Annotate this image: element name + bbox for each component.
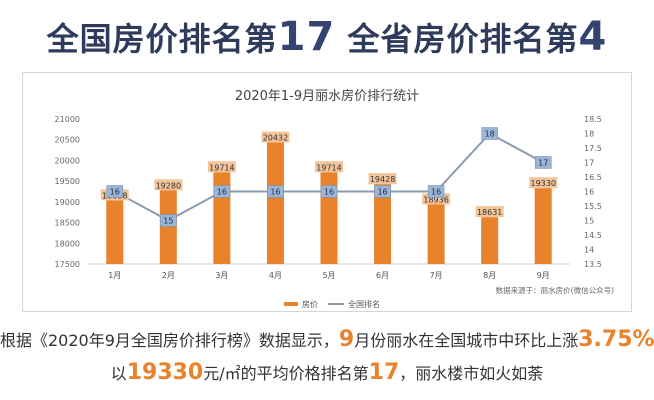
y2-tick-label: 15	[584, 217, 594, 226]
x-tick-label: 1月	[108, 271, 121, 280]
y2-tick-label: 17.5	[584, 144, 602, 153]
footer-month: 9	[338, 327, 355, 352]
y-tick-label: 18500	[55, 219, 80, 228]
x-tick-label: 6月	[376, 271, 389, 280]
price-ranking-chart: 2020年1-9月丽水房价排行统计 17500 18000 18500 19000 195…	[55, 88, 615, 309]
bar-8月	[481, 217, 499, 264]
y2-tick-label: 15.5	[584, 202, 602, 211]
bar-value-label: 19280	[156, 181, 181, 190]
bar-value-label: 19428	[370, 175, 395, 184]
bar-label-bg	[422, 193, 451, 205]
line-value-label: 16	[324, 188, 334, 197]
bar-7月	[427, 204, 445, 264]
bar-value-label: 19714	[209, 163, 234, 172]
bar-label-bg	[529, 177, 558, 189]
y-tick-label: 19500	[55, 177, 80, 186]
footer-text-c: 以	[110, 364, 127, 383]
headline-text-2: 全省房价排名第	[335, 20, 579, 58]
bar-value-label: 19330	[530, 179, 555, 188]
line-value-label: 16	[270, 188, 280, 197]
x-tick-label: 4月	[269, 271, 282, 280]
bar-value-label: 19714	[316, 163, 341, 172]
y2-tick-label: 14.5	[584, 231, 602, 240]
footer-text-a: 根据《2020年9月全国房价排行榜》数据显示，	[0, 331, 339, 350]
bar-label-bg	[315, 161, 343, 173]
line-value-label: 18	[485, 130, 495, 139]
y2-tick-label: 16.5	[584, 173, 602, 182]
headline-province-rank: 4	[578, 14, 608, 60]
footer-text-b: 月份丽水在全国城市中环比上涨	[354, 331, 579, 350]
x-tick-label: 3月	[215, 271, 228, 280]
line-value-label: 16	[377, 188, 387, 197]
bar-label-bg	[368, 173, 397, 185]
bar-label-bg	[207, 161, 236, 173]
y-tick-label: 21000	[55, 115, 80, 124]
y-tick-label: 20000	[55, 156, 80, 165]
y2-tick-label: 17	[584, 159, 594, 168]
line-marker	[213, 185, 231, 198]
bar-value-label: 18936	[423, 196, 448, 205]
bar-4月	[266, 142, 284, 264]
bar-9月	[534, 188, 552, 264]
line-marker	[481, 127, 498, 140]
chart-title: 2020年1-9月丽水房价排行统计	[235, 88, 419, 104]
x-tick-label: 2月	[162, 271, 175, 280]
y2-tick-label: 13.5	[584, 260, 602, 269]
line-value-label: 17	[538, 159, 548, 168]
bar-label-bg	[475, 206, 504, 218]
footer-percent: 3.75%	[578, 327, 654, 352]
footer-line-2: 以19330元/㎡的平均价格排名第17，丽水楼市如火如荼	[0, 360, 654, 385]
headline-national-rank: 17	[277, 14, 336, 60]
line-marker	[106, 185, 124, 198]
line-value-label: 16	[110, 188, 120, 197]
x-tick-label: 9月	[537, 271, 550, 280]
headline-text-1: 全国房价排名第	[46, 20, 278, 58]
bar-2月	[159, 190, 177, 264]
line-value-label: 16	[431, 188, 441, 197]
bar-value-label: 20432	[263, 134, 288, 143]
x-tick-label: 8月	[483, 271, 496, 280]
footer-price: 19330	[126, 360, 204, 385]
line-marker	[267, 185, 284, 198]
legend-label-rank: 全国排名	[348, 299, 380, 309]
line-marker	[427, 185, 445, 198]
page-headline: 全国房价排名第17 全省房价排名第4	[0, 14, 654, 60]
footer-rank: 17	[368, 360, 400, 385]
footer-text-e: ，丽水楼市如火如荼	[399, 364, 544, 383]
source-note: 数据来源于：丽水房价(微信公众号)	[496, 285, 614, 295]
bar-value-label: 18631	[477, 208, 502, 217]
bar-label-bg	[154, 179, 183, 191]
footer-line-1: 根据《2020年9月全国房价排行榜》数据显示，9月份丽水在全国城市中环比上涨3.…	[0, 327, 654, 352]
x-tick-label: 5月	[322, 271, 335, 280]
y2-tick-label: 18	[584, 130, 594, 139]
legend-label-price: 房价	[302, 299, 318, 309]
y2-tick-label: 16	[584, 188, 594, 197]
y2-tick-label: 14	[584, 246, 594, 255]
y-tick-label: 19000	[55, 198, 80, 207]
bar-1月	[106, 200, 124, 264]
y2-tick-label: 18.5	[584, 115, 602, 124]
line-marker	[160, 214, 177, 227]
y-tick-label: 18000	[55, 239, 80, 248]
footer-text-d: 元/㎡的平均价格排名第	[203, 364, 369, 383]
line-marker	[534, 156, 552, 169]
line-marker	[320, 185, 338, 198]
line-value-label: 15	[163, 217, 173, 226]
bar-6月	[374, 184, 392, 264]
line-value-label: 16	[217, 188, 227, 197]
bar-label-bg	[261, 131, 290, 143]
legend-swatch-price	[284, 302, 298, 306]
line-marker	[374, 185, 391, 198]
x-tick-label: 7月	[430, 271, 443, 280]
y-tick-label: 17500	[55, 260, 80, 269]
y-tick-label: 20500	[55, 136, 80, 145]
